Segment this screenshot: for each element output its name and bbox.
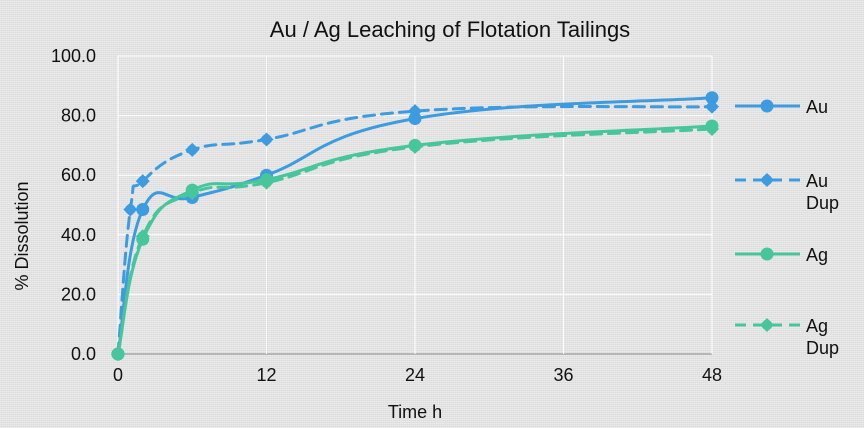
data-point-core: [409, 141, 421, 153]
legend-item-au: Au: [735, 97, 828, 117]
data-point-core: [125, 204, 136, 215]
legend-item-ag: Ag: [735, 245, 828, 265]
data-point: [705, 91, 719, 105]
data-point-core: [187, 144, 198, 156]
legend-marker-core: [761, 174, 773, 186]
y-tick-label: 60.0: [61, 165, 96, 185]
y-tick-label: 80.0: [61, 106, 96, 126]
legend-label: Dup: [806, 193, 839, 213]
y-axis-label: % Dissolution: [12, 181, 32, 290]
data-point-core: [112, 348, 124, 360]
data-point-core: [261, 177, 272, 188]
x-tick-label: 12: [256, 365, 276, 385]
legend-label: Dup: [806, 338, 839, 358]
y-tick-label: 0.0: [71, 344, 96, 364]
data-point-core: [187, 187, 198, 199]
legend-marker-core: [761, 319, 773, 331]
legend-label: Ag: [806, 316, 828, 336]
legend-marker: [760, 99, 774, 113]
data-point-core: [261, 134, 272, 145]
legend-label: Au: [806, 171, 828, 191]
y-tick-label: 40.0: [61, 225, 96, 245]
data-point: [408, 112, 422, 126]
data-point-core: [409, 105, 421, 117]
data-point-core: [706, 101, 718, 112]
x-axis-label: Time h: [388, 402, 442, 422]
y-tick-label: 100.0: [51, 46, 96, 66]
series-group: [111, 91, 719, 361]
chart-title: Au / Ag Leaching of Flotation Tailings: [270, 17, 630, 42]
legend-label: Ag: [806, 245, 828, 265]
y-axis-ticks: 0.0 20.0 40.0 60.0 80.0 100.0: [51, 46, 96, 364]
data-point-core: [137, 231, 148, 242]
data-point-core: [137, 175, 148, 187]
series-line: [116, 127, 714, 356]
data-point-core: [706, 123, 718, 135]
x-axis-ticks: 0 12 24 36 48: [113, 365, 722, 385]
x-tick-label: 24: [405, 365, 425, 385]
x-tick-label: 0: [113, 365, 123, 385]
legend-label: Au: [806, 97, 828, 117]
series-ag-dup: [111, 122, 719, 361]
data-point: [136, 202, 150, 216]
legend-marker: [760, 247, 774, 261]
x-tick-label: 36: [553, 365, 573, 385]
x-tick-label: 48: [702, 365, 722, 385]
y-tick-label: 20.0: [61, 284, 96, 304]
